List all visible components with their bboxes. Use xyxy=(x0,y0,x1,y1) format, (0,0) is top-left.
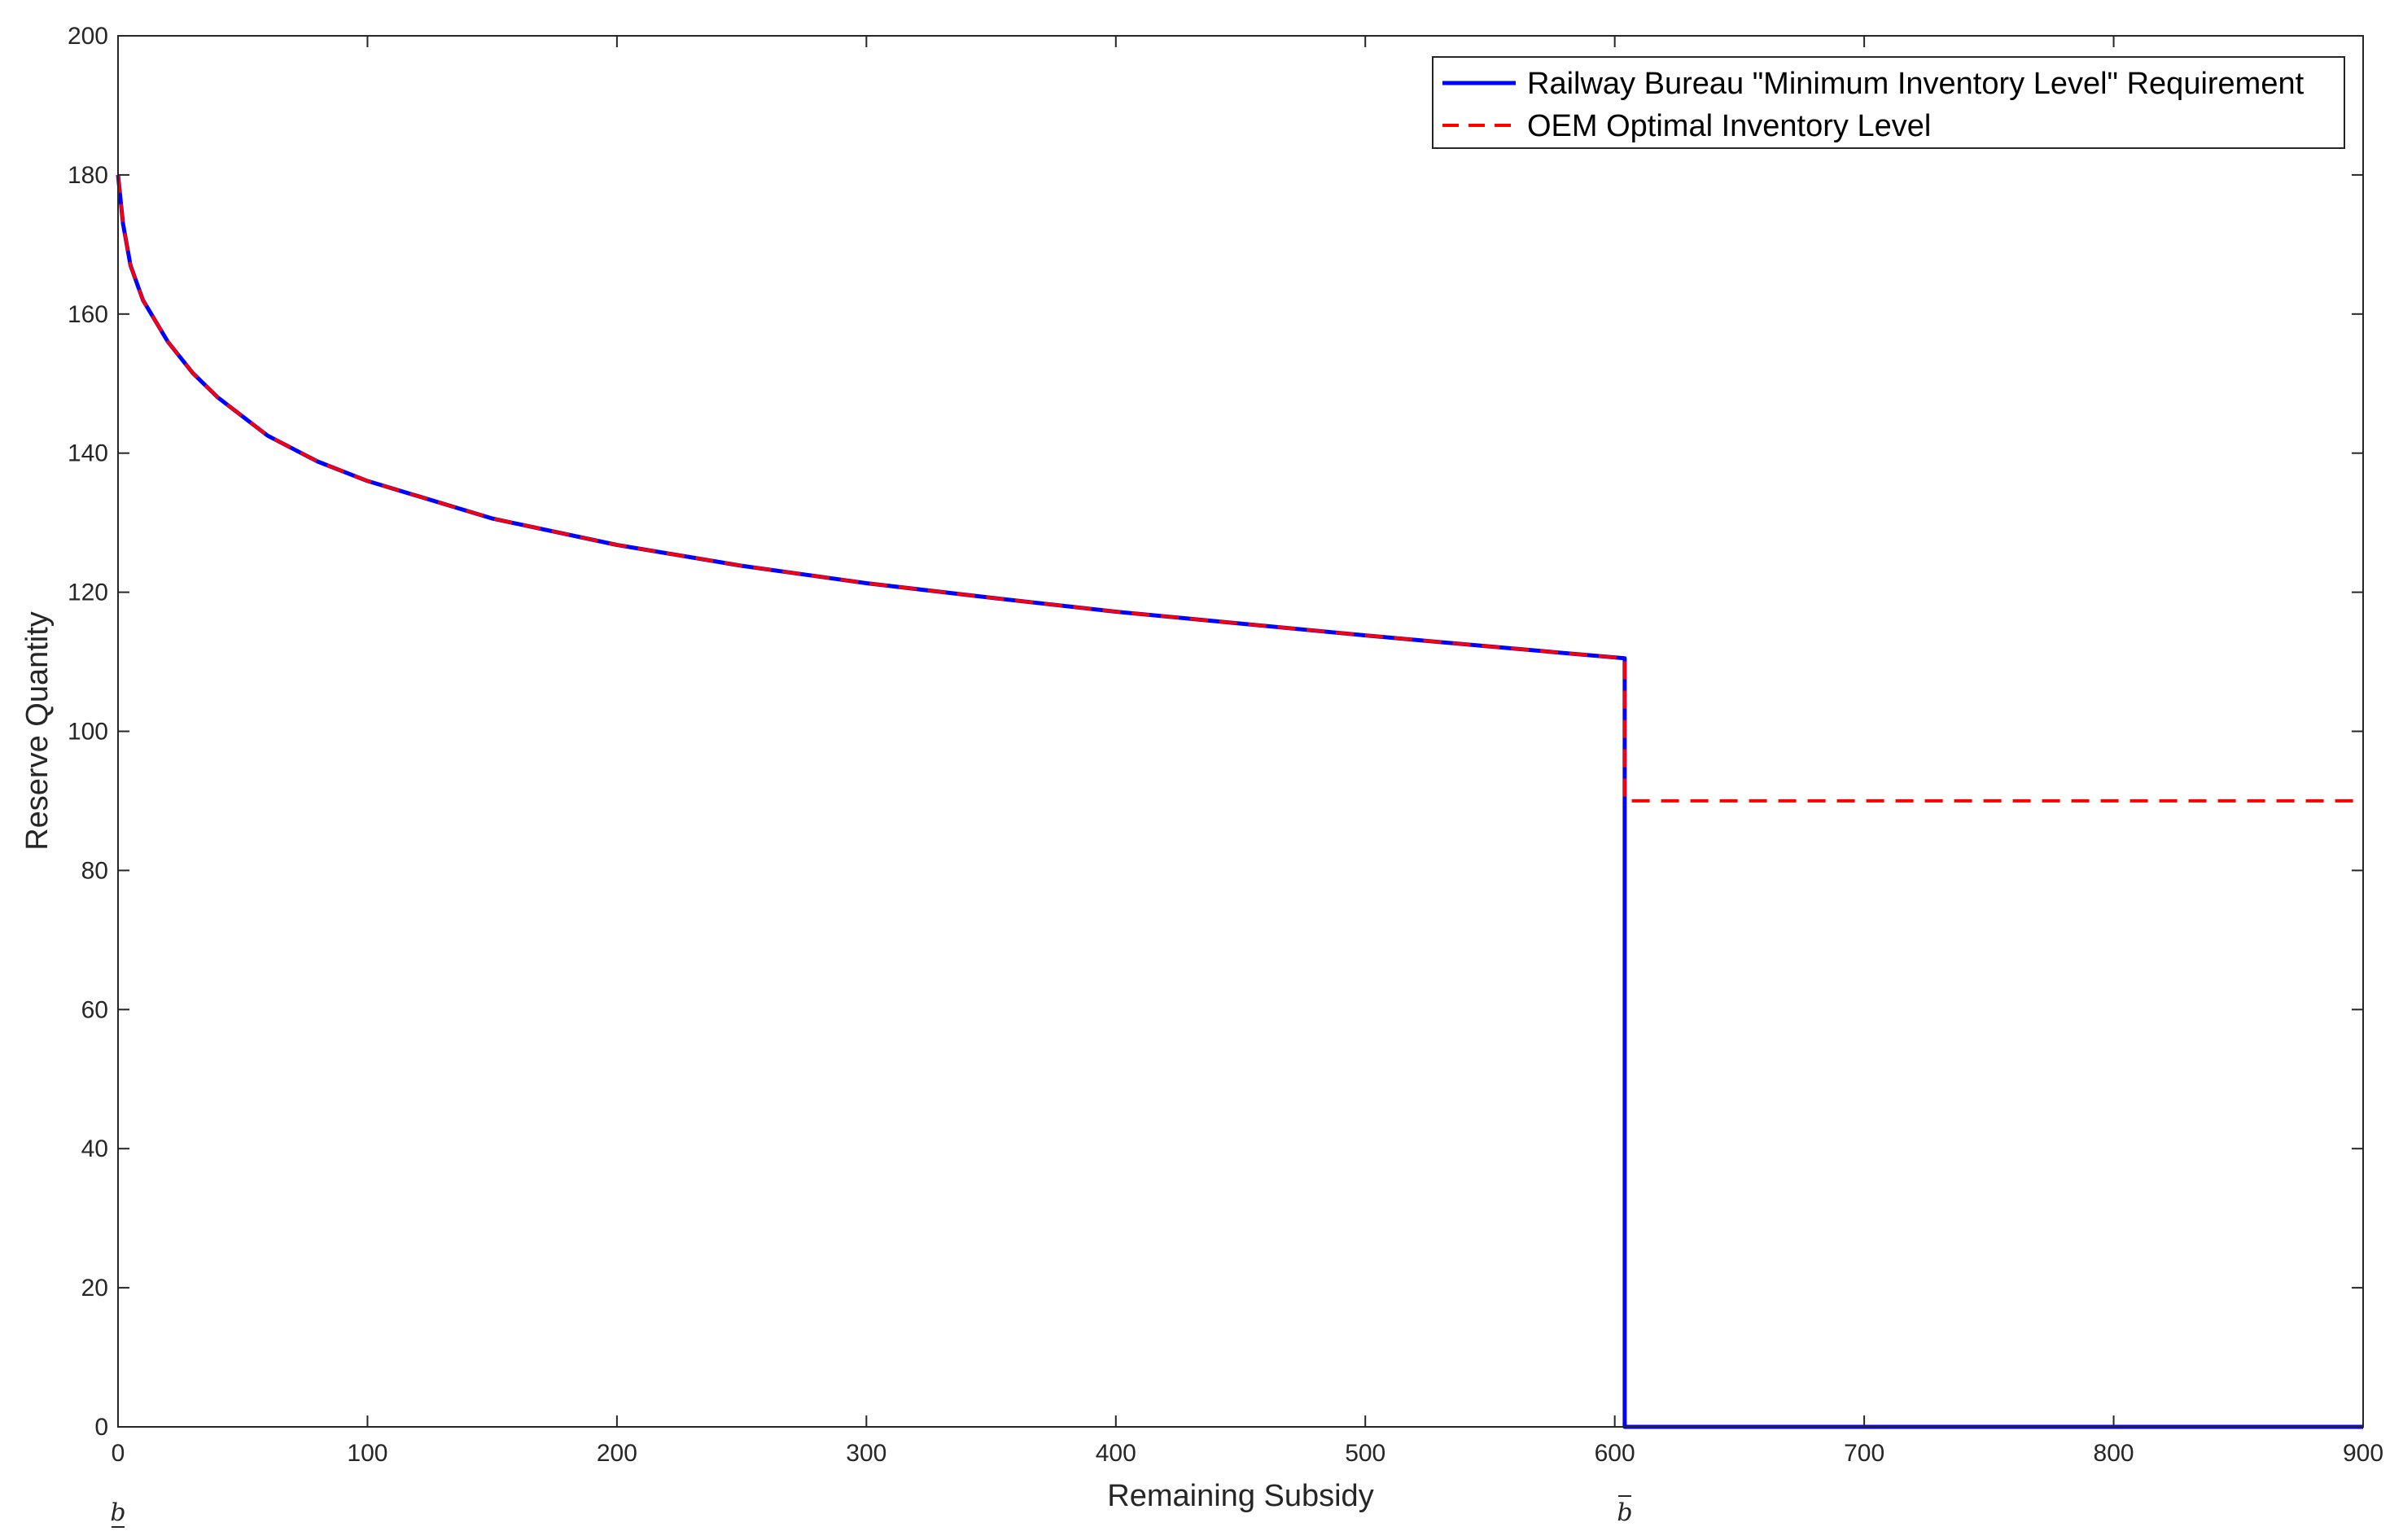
x-tick-label-7: 700 xyxy=(1844,1440,1884,1467)
special-label-1: b xyxy=(1617,1498,1632,1527)
x-tick-label-4: 400 xyxy=(1096,1440,1136,1467)
x-tick-label-5: 500 xyxy=(1345,1440,1385,1467)
y-axis-title: Reserve Quantity xyxy=(20,611,55,851)
y-tick-label-4: 80 xyxy=(81,857,108,884)
legend-box xyxy=(1432,56,2345,149)
series-layer xyxy=(116,174,2363,1429)
legend-label-0: Railway Bureau "Minimum Inventory Level"… xyxy=(1527,67,2305,101)
y-tick-label-0: 0 xyxy=(94,1414,108,1441)
series-line-1 xyxy=(116,174,2363,803)
plot-area xyxy=(118,36,2363,1427)
y-tick-label-8: 160 xyxy=(68,301,108,328)
x-axis-title: Remaining Subsidy xyxy=(1107,1479,1373,1513)
y-tick-label-2: 40 xyxy=(81,1135,108,1162)
x-tick-label-1: 100 xyxy=(347,1440,387,1467)
y-tick-label-7: 140 xyxy=(68,440,108,467)
y-tick-label-1: 20 xyxy=(81,1275,108,1302)
y-tick-label-5: 100 xyxy=(68,719,108,746)
legend-label-1: OEM Optimal Inventory Level xyxy=(1527,109,1931,143)
x-tick-label-0: 0 xyxy=(112,1440,125,1467)
special-label-0: b xyxy=(110,1498,125,1527)
y-tick-label-9: 180 xyxy=(68,162,108,189)
x-tick-label-9: 900 xyxy=(2343,1440,2383,1467)
axes-layer: 0 100 200 300 400 500 600 700 800 900 0 20 40 60 80 100… xyxy=(68,23,2383,1467)
x-tick-label-2: 200 xyxy=(597,1440,637,1467)
x-tick-label-6: 600 xyxy=(1595,1440,1635,1467)
y-tick-label-3: 60 xyxy=(81,996,108,1023)
y-tick-label-10: 200 xyxy=(68,23,108,50)
legend: Railway Bureau "Minimum Inventory Level"… xyxy=(1432,56,2345,149)
x-tick-label-8: 800 xyxy=(2094,1440,2134,1467)
y-tick-label-6: 120 xyxy=(68,580,108,606)
x-tick-label-3: 300 xyxy=(846,1440,886,1467)
